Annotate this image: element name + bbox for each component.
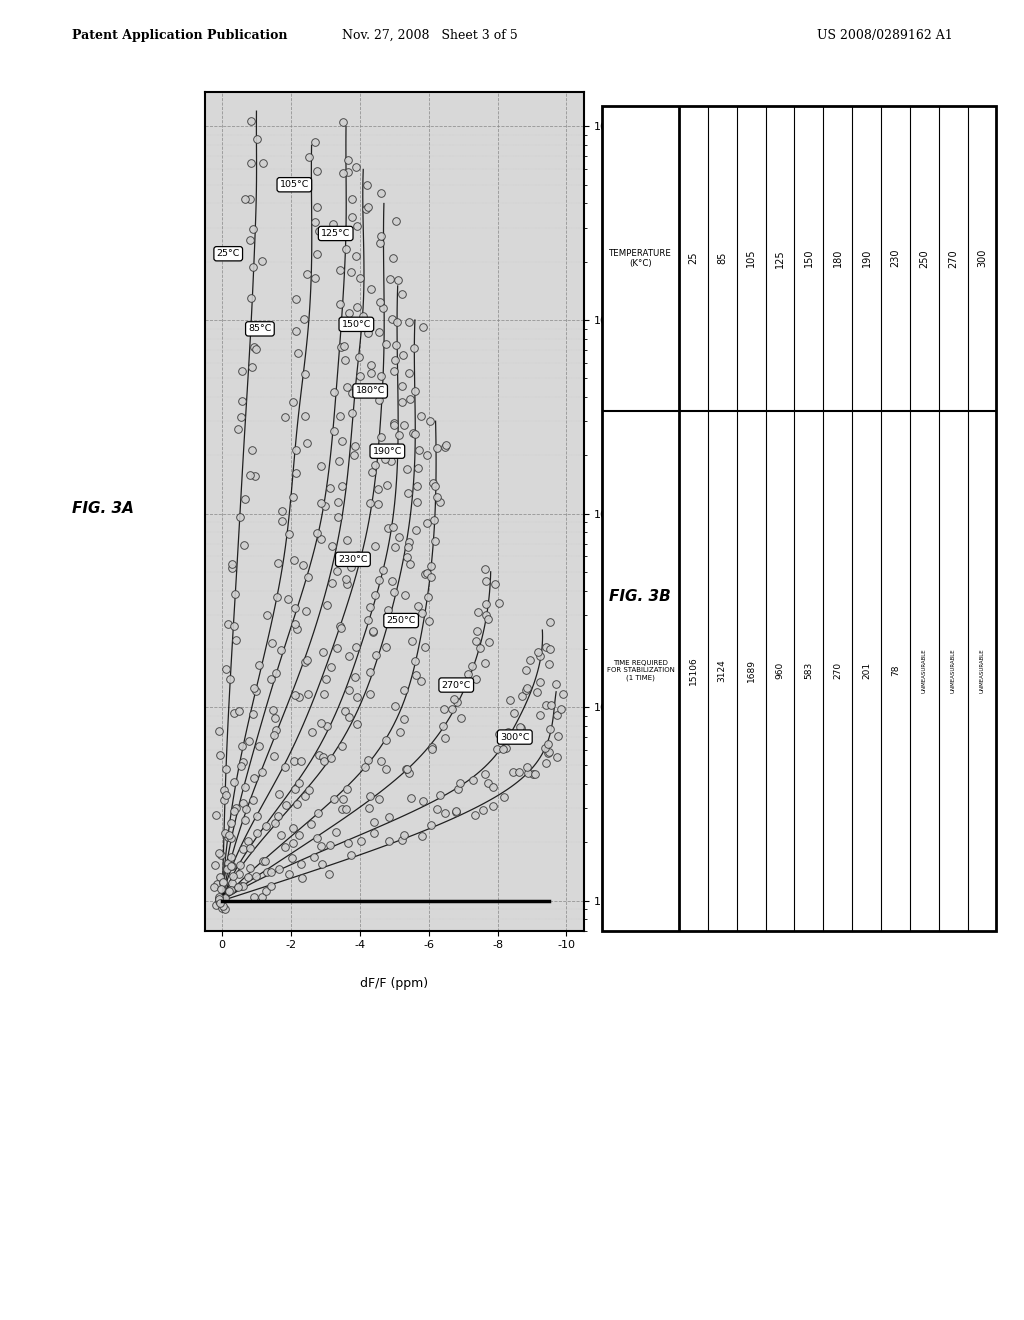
Text: TIME REQUIRED
FOR STABILIZATION
(1 TIME): TIME REQUIRED FOR STABILIZATION (1 TIME) (606, 660, 675, 681)
Text: 300: 300 (977, 249, 987, 268)
Text: 150: 150 (804, 249, 814, 268)
Text: FIG. 3A: FIG. 3A (72, 500, 133, 516)
Y-axis label: TIME (Hour): TIME (Hour) (649, 475, 663, 548)
Text: 270: 270 (948, 249, 958, 268)
Text: 250: 250 (920, 249, 929, 268)
Text: 201: 201 (862, 663, 871, 680)
Text: UNMEASURABLE: UNMEASURABLE (922, 648, 927, 693)
Text: dF/F (ppm): dF/F (ppm) (360, 977, 428, 990)
Text: 230°C: 230°C (338, 554, 368, 564)
Text: 960: 960 (775, 663, 784, 680)
Text: 25: 25 (688, 252, 698, 264)
Text: 1689: 1689 (746, 659, 756, 682)
Text: 583: 583 (804, 663, 813, 680)
Text: UNMEASURABLE: UNMEASURABLE (950, 648, 955, 693)
Text: 3124: 3124 (718, 660, 727, 682)
Text: Nov. 27, 2008   Sheet 3 of 5: Nov. 27, 2008 Sheet 3 of 5 (342, 29, 518, 42)
Text: 300°C: 300°C (500, 733, 529, 742)
Text: 78: 78 (891, 665, 900, 676)
Text: 250°C: 250°C (386, 616, 416, 626)
Text: 270°C: 270°C (441, 681, 471, 689)
Text: 105: 105 (746, 249, 756, 268)
Text: FIG. 3B: FIG. 3B (609, 589, 671, 605)
Text: 15106: 15106 (689, 656, 698, 685)
Text: 105°C: 105°C (280, 181, 309, 189)
Text: 270: 270 (834, 663, 842, 680)
Text: 180°C: 180°C (355, 387, 385, 396)
Text: TEMPERATURE
(K°C): TEMPERATURE (K°C) (609, 248, 672, 268)
Text: 230: 230 (891, 249, 900, 268)
Text: 125: 125 (775, 249, 785, 268)
Text: 85: 85 (717, 252, 727, 264)
Text: 125°C: 125°C (321, 228, 350, 238)
Text: 190°C: 190°C (373, 446, 402, 455)
Text: US 2008/0289162 A1: US 2008/0289162 A1 (816, 29, 952, 42)
Text: 85°C: 85°C (248, 325, 271, 334)
Text: 180: 180 (833, 249, 843, 268)
Text: 150°C: 150°C (342, 319, 371, 329)
Text: UNMEASURABLE: UNMEASURABLE (979, 648, 984, 693)
Text: 25°C: 25°C (216, 249, 240, 259)
Text: 190: 190 (861, 249, 871, 268)
Text: Patent Application Publication: Patent Application Publication (72, 29, 287, 42)
